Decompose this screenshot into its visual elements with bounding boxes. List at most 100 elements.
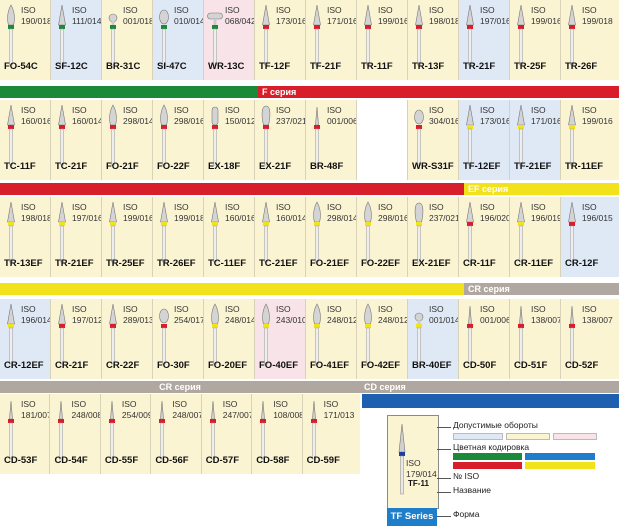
bur-card[interactable]: ISO 181/007 CD-53F [0, 394, 51, 474]
bur-card[interactable]: ISO 243/010 FO-40EF [255, 299, 306, 379]
bur-card[interactable]: ISO 237/021 EX-21EF [408, 197, 459, 277]
iso-number: ISO 199/018 [174, 202, 204, 223]
bur-card[interactable]: ISO 298/014 FO-21EF [306, 197, 357, 277]
bur-card[interactable]: ISO 068/042 WR-13C [204, 0, 255, 80]
bur-card[interactable]: ISO 010/014 SI-47C [153, 0, 204, 80]
bur-card[interactable]: ISO 001/006 CD-50F [459, 299, 510, 379]
bur-card[interactable]: ISO 173/016 TF-12F [255, 0, 306, 80]
iso-number: ISO 173/016 [276, 5, 306, 26]
bur-card[interactable]: ISO 197/016 TR-21F [459, 0, 510, 80]
bur-card[interactable]: ISO 199/018 TR-26F [561, 0, 619, 80]
bur-card[interactable]: ISO 198/018 TR-13EF [0, 197, 51, 277]
bur-card[interactable]: ISO 001/014 BR-40EF [408, 299, 459, 379]
legend-rpm-swatch-1 [453, 433, 503, 440]
bur-card[interactable]: ISO 190/018 FO-54C [0, 0, 51, 80]
bur-card[interactable]: ISO 173/016 TF-12EF [459, 100, 510, 180]
bur-card[interactable]: ISO 138/007 CD-51F [510, 299, 561, 379]
bur-card[interactable]: ISO 248/014 FO-20EF [204, 299, 255, 379]
bur-code: FO-40EF [259, 360, 299, 371]
bur-round-icon [414, 312, 424, 365]
bur-card[interactable]: ISO 160/016 TC-11F [0, 100, 51, 180]
bur-code: TR-26EF [157, 258, 196, 269]
bur-card[interactable]: ISO 199/016 TR-25F [510, 0, 561, 80]
bur-card[interactable]: ISO 199/016 TR-11EF [561, 100, 619, 180]
bur-code: TC-11EF [208, 258, 247, 269]
bur-flame-icon [313, 303, 321, 365]
bur-card[interactable]: ISO 199/016 TR-11F [357, 0, 408, 80]
bur-code: CD-59F [306, 455, 340, 466]
bur-taper-icon [58, 201, 66, 263]
bur-code: CD-51F [514, 360, 548, 371]
iso-number: ISO 248/007 [172, 399, 202, 420]
bur-needle-icon [8, 400, 14, 460]
bur-card[interactable]: ISO 248/012 FO-42EF [357, 299, 408, 379]
bur-card[interactable]: ISO 196/015 CR-12F [561, 197, 619, 277]
bur-code: CD-52F [565, 360, 599, 371]
bur-bud-icon [159, 308, 169, 365]
iso-number: ISO 199/018 [582, 5, 613, 26]
bur-card[interactable]: ISO 001/006 BR-48F [306, 100, 357, 180]
iso-number: ISO 199/016 [378, 5, 408, 26]
bur-card[interactable]: ISO 001/018 BR-31C [102, 0, 153, 80]
series-band-segment [0, 86, 258, 98]
bur-card[interactable]: ISO 198/018 TR-13F [408, 0, 459, 80]
bur-card[interactable]: ISO 108/008 CD-58F [252, 394, 303, 474]
bur-pear-icon [414, 202, 424, 263]
bur-card[interactable]: ISO 138/007 CD-52F [561, 299, 619, 379]
bur-card[interactable]: ISO 111/014 SF-12C [51, 0, 102, 80]
bur-card[interactable]: ISO 289/013 CR-22F [102, 299, 153, 379]
iso-number: ISO 150/012 [225, 105, 255, 126]
bur-taper-icon [568, 201, 576, 263]
iso-number: ISO 111/014 [72, 5, 102, 26]
iso-number: ISO 298/014 [327, 202, 357, 223]
bur-card[interactable]: ISO 304/016 WR-S31F [408, 100, 459, 180]
iso-number: ISO 298/016 [174, 105, 204, 126]
bur-card[interactable]: ISO 247/007 CD-57F [201, 394, 253, 474]
bur-card[interactable]: ISO 150/012 EX-18F [204, 100, 255, 180]
bur-code: TR-13EF [4, 258, 43, 269]
bur-card[interactable]: ISO 298/014 FO-21F [102, 100, 153, 180]
bur-code: CR-11F [463, 258, 496, 269]
bur-card[interactable]: ISO 160/014 TC-21EF [255, 197, 306, 277]
iso-number: ISO 173/016 [480, 105, 510, 126]
iso-number: ISO 160/016 [21, 105, 51, 126]
series-band: CR серия CD серия [0, 381, 619, 393]
bur-flame-icon [313, 201, 321, 263]
bur-taper-icon [160, 201, 168, 263]
bur-card[interactable]: ISO 254/009 CD-55F [100, 394, 152, 474]
bur-code: FO-21F [106, 161, 139, 172]
bur-needle-icon [467, 305, 473, 365]
bur-card[interactable]: ISO 171/013 CD-59F [302, 394, 360, 474]
bur-card[interactable]: ISO 199/016 TR-25EF [102, 197, 153, 277]
bur-card[interactable]: ISO 196/019 CR-11EF [510, 197, 561, 277]
bur-card[interactable]: ISO 248/008 CD-54F [50, 394, 101, 474]
legend-code-swatch-3 [453, 462, 522, 469]
bur-card[interactable]: ISO 298/016 FO-22F [153, 100, 204, 180]
bur-card[interactable]: ISO 199/018 TR-26EF [153, 197, 204, 277]
iso-number: ISO 298/016 [378, 202, 408, 223]
bur-card[interactable]: ISO 197/016 TR-21EF [51, 197, 102, 277]
bur-code: EX-18F [208, 161, 241, 172]
bur-code: TR-21EF [55, 258, 94, 269]
bur-card[interactable]: ISO 248/012 FO-41EF [306, 299, 357, 379]
bur-card[interactable]: ISO 237/021 EX-21F [255, 100, 306, 180]
bur-card[interactable]: ISO 248/007 CD-56F [151, 394, 202, 474]
bur-card[interactable]: ISO 196/014 CR-12EF [0, 299, 51, 379]
iso-number: ISO 196/014 [21, 304, 51, 325]
bur-card[interactable]: ISO 254/017 FO-30F [153, 299, 204, 379]
bur-code: TR-11F [361, 61, 393, 72]
bur-card[interactable]: ISO 196/020 CR-11F [459, 197, 510, 277]
bur-taper-icon [262, 4, 270, 66]
bur-code: WR-S31F [412, 161, 454, 172]
bur-code: CR-22F [106, 360, 140, 371]
legend-code-swatch-4 [525, 462, 595, 469]
bur-card[interactable]: ISO 160/014 TC-21F [51, 100, 102, 180]
bur-code: CD-56F [155, 455, 189, 466]
bur-card[interactable]: ISO 171/016 TF-21F [306, 0, 357, 80]
bur-card[interactable]: ISO 160/016 TC-11EF [204, 197, 255, 277]
bur-card[interactable]: ISO 197/012 CR-21F [51, 299, 102, 379]
bur-card[interactable]: ISO 298/016 FO-22EF [357, 197, 408, 277]
bur-card[interactable]: ISO 171/016 TF-21EF [510, 100, 561, 180]
series-band-segment: CD серия [360, 381, 619, 393]
series-band-segment: CR серия [0, 381, 360, 393]
